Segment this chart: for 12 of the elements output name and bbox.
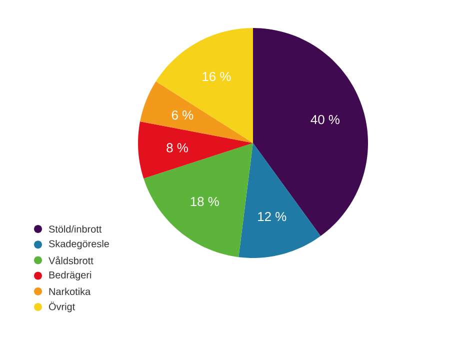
data-label: 40 % [310,114,340,124]
data-label: 18 % [190,196,219,206]
legend-label: Våldsbrott [48,256,94,264]
legend-label: Övrigt [48,302,76,312]
legend-label: Stöld/inbrott [48,225,102,233]
data-label: 6 % [172,110,194,120]
data-label: 12 % [258,212,286,222]
data-label: 8 % [166,143,188,152]
data-label: 16 % [202,72,231,82]
legend-label: Narkotika [49,288,91,296]
legend-label: Skadegöresle [48,240,109,250]
legend-label: Bedrägeri [49,271,92,280]
